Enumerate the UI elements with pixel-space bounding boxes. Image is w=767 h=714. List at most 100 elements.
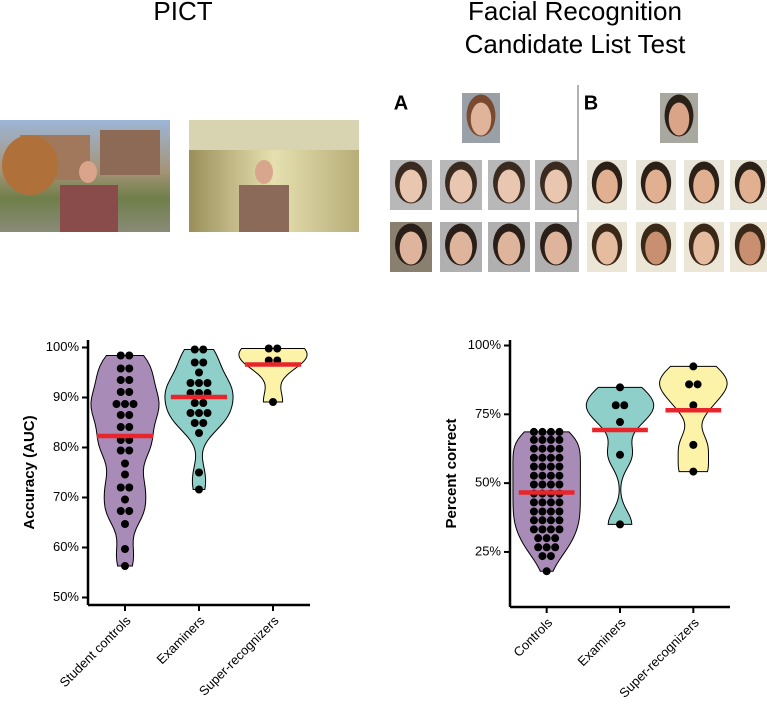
- y-axis-label: Percent correct: [443, 418, 460, 528]
- data-point: [542, 534, 551, 543]
- face-skin: [497, 231, 521, 265]
- data-point: [125, 507, 134, 515]
- data-point: [116, 483, 125, 492]
- data-point: [116, 507, 125, 515]
- data-point: [186, 379, 195, 387]
- data-point: [125, 483, 134, 492]
- face-skin: [739, 169, 761, 203]
- y-tick-label: 50%: [53, 589, 79, 604]
- data-point: [551, 543, 560, 552]
- data-point: [538, 525, 547, 534]
- data-point: [116, 376, 125, 384]
- y-tick-label: 60%: [53, 539, 79, 554]
- data-point: [121, 400, 129, 408]
- data-point: [538, 498, 547, 507]
- face-skin: [497, 169, 521, 203]
- data-point: [538, 480, 547, 489]
- y-tick-label: 70%: [53, 489, 79, 504]
- data-point: [546, 498, 555, 507]
- data-point: [546, 444, 555, 453]
- right-title: Facial Recognition: [468, 0, 682, 26]
- data-point: [116, 388, 125, 396]
- data-point: [616, 450, 624, 459]
- x-tick-label: Controls: [510, 615, 555, 660]
- data-point: [555, 435, 564, 444]
- data-point: [555, 471, 564, 480]
- data-point: [121, 520, 129, 528]
- data-point: [121, 495, 129, 504]
- y-tick-label: 90%: [53, 389, 79, 404]
- face-skin: [399, 169, 423, 203]
- data-point: [546, 462, 555, 471]
- data-point: [546, 427, 555, 436]
- data-point: [555, 453, 564, 462]
- data-point: [116, 411, 125, 419]
- data-point: [546, 552, 555, 561]
- data-point: [125, 388, 134, 396]
- face-skin: [449, 169, 473, 203]
- data-point: [620, 401, 629, 410]
- face-skin: [544, 169, 568, 203]
- data-point: [689, 362, 698, 371]
- data-point: [529, 453, 538, 462]
- panel-label: B: [584, 92, 598, 114]
- data-point: [555, 507, 564, 516]
- data-point: [551, 534, 560, 543]
- data-point: [555, 525, 564, 534]
- violin: [659, 365, 728, 473]
- x-tick-label: Super-recognizers: [196, 613, 282, 699]
- data-point: [529, 427, 538, 436]
- data-point: [689, 467, 698, 476]
- data-point: [195, 429, 203, 437]
- data-point: [555, 462, 564, 471]
- x-tick-label: Examiners: [154, 613, 208, 667]
- data-point: [121, 470, 129, 479]
- data-point: [125, 376, 134, 384]
- data-point: [203, 409, 212, 417]
- data-point: [546, 480, 555, 489]
- data-point: [534, 534, 543, 543]
- data-point: [538, 552, 547, 561]
- data-point: [546, 471, 555, 480]
- data-point: [546, 516, 555, 525]
- panel-label: A: [394, 92, 408, 114]
- data-point: [195, 485, 203, 494]
- face-skin: [596, 231, 618, 265]
- data-point: [542, 543, 551, 552]
- data-point: [542, 567, 551, 576]
- charts: 50% 60% 70% 80% 90% 100% Accuracy (AUC) Student…: [21, 337, 730, 701]
- x-tick-label: Student controls: [57, 613, 134, 690]
- data-point: [199, 345, 208, 354]
- data-point: [529, 444, 538, 453]
- data-point: [125, 446, 134, 455]
- data-point: [190, 345, 199, 354]
- face-skin: [645, 169, 667, 203]
- data-point: [264, 344, 273, 353]
- data-point: [685, 380, 694, 389]
- face-grid: [390, 93, 767, 272]
- data-point: [538, 471, 547, 480]
- pict-photo-hallway: [189, 120, 359, 232]
- data-point: [555, 427, 564, 436]
- data-point: [125, 364, 134, 373]
- data-point: [538, 444, 547, 453]
- data-point: [538, 435, 547, 444]
- data-point: [616, 383, 624, 392]
- y-tick-label: 50%: [475, 475, 501, 490]
- face-skin: [645, 231, 667, 265]
- data-point: [116, 364, 125, 373]
- face-skin: [449, 231, 473, 265]
- y-tick-label: 100%: [46, 339, 80, 354]
- data-point: [546, 453, 555, 462]
- face-skin: [399, 231, 423, 265]
- face-skin: [693, 169, 715, 203]
- data-point: [203, 379, 212, 387]
- data-point: [269, 398, 277, 406]
- pict-photo-outdoor: [0, 120, 170, 232]
- data-point: [611, 401, 620, 410]
- data-point: [199, 358, 208, 367]
- data-point: [529, 480, 538, 489]
- left-title: PICT: [153, 0, 212, 26]
- data-point: [199, 399, 208, 407]
